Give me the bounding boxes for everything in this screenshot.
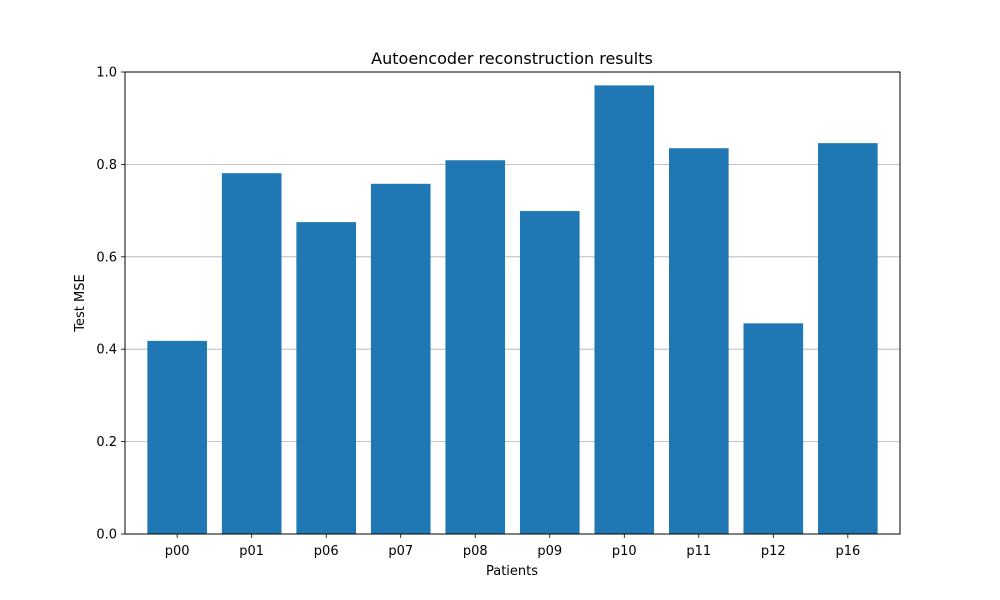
- bar-p08: [445, 160, 506, 534]
- bar-p12: [743, 323, 804, 534]
- y-tick-label: 0.6: [96, 250, 117, 265]
- plot-frame: [124, 71, 901, 535]
- bar-p07: [370, 183, 431, 534]
- bars: [147, 85, 878, 535]
- bar-p00: [147, 340, 207, 534]
- x-axis-label: Patients: [486, 564, 538, 579]
- bar-p01: [221, 173, 282, 535]
- tick-labels: 0.0 0.2 0.4 0.6 0.8 1.0 p00 p01 p06 p07 p08 p09 p10 p…: [96, 66, 860, 560]
- bar-p11: [668, 148, 729, 535]
- y-tick-label: 0.0: [96, 528, 117, 543]
- bar-p16: [818, 143, 878, 534]
- x-tick-label: p12: [761, 544, 786, 559]
- y-tick-label: 0.2: [96, 435, 117, 450]
- y-axis-label: Test MSE: [73, 274, 88, 332]
- x-tick-label: p09: [537, 544, 562, 559]
- y-tick-label: 0.8: [96, 158, 117, 173]
- bar-p09: [519, 211, 580, 534]
- x-tick-label: p00: [165, 544, 190, 559]
- x-tick-label: p01: [239, 544, 264, 559]
- bar-p10: [594, 85, 655, 534]
- x-tick-label: p06: [314, 544, 339, 559]
- bar-p06: [296, 222, 357, 534]
- chart-title: Autoencoder reconstruction results: [371, 49, 653, 68]
- x-tick-label: p11: [686, 544, 711, 559]
- axes: [121, 71, 901, 538]
- x-tick-label: p08: [463, 544, 488, 559]
- x-tick-label: p10: [612, 544, 637, 559]
- x-tick-label: p07: [388, 544, 413, 559]
- y-tick-label: 1.0: [96, 66, 117, 81]
- y-tick-label: 0.4: [96, 343, 117, 358]
- x-tick-label: p16: [835, 544, 860, 559]
